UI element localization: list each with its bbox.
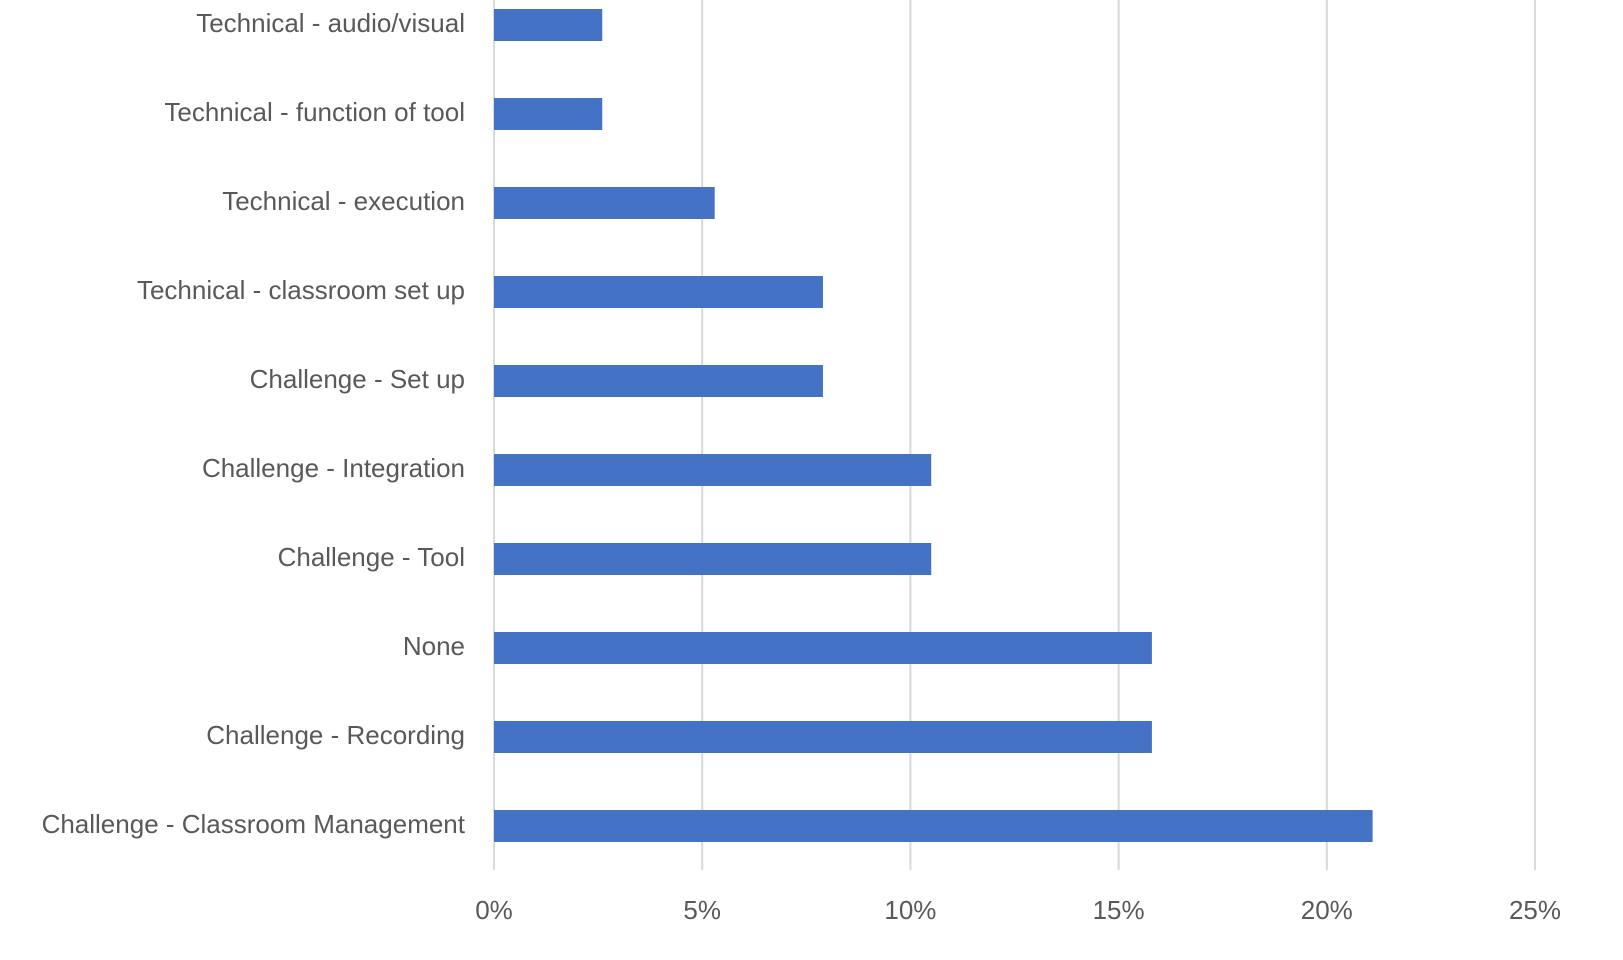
bar	[494, 187, 715, 219]
y-tick-label: None	[403, 631, 465, 661]
bar	[494, 365, 823, 397]
y-tick-label: Challenge - Integration	[202, 453, 465, 483]
y-tick-label: Challenge - Recording	[206, 720, 465, 750]
bar	[494, 276, 823, 308]
x-tick-label: 15%	[1093, 895, 1145, 925]
x-tick-label: 0%	[475, 895, 513, 925]
x-tick-label: 25%	[1509, 895, 1561, 925]
bar	[494, 632, 1152, 664]
bar	[494, 721, 1152, 753]
bar	[494, 98, 603, 130]
x-tick-label: 20%	[1301, 895, 1353, 925]
x-tick-label: 5%	[683, 895, 721, 925]
bar	[494, 454, 932, 486]
bar	[494, 810, 1373, 842]
y-tick-label: Technical - audio/visual	[196, 8, 465, 38]
y-tick-label: Challenge - Tool	[278, 542, 465, 572]
y-tick-label: Challenge - Set up	[250, 364, 465, 394]
bar	[494, 543, 932, 575]
x-tick-label: 10%	[884, 895, 936, 925]
y-tick-label: Technical - execution	[222, 186, 465, 216]
bar	[494, 9, 603, 41]
y-tick-label: Technical - function of tool	[164, 97, 465, 127]
y-tick-label: Challenge - Classroom Management	[42, 809, 466, 839]
y-tick-label: Technical - classroom set up	[137, 275, 465, 305]
